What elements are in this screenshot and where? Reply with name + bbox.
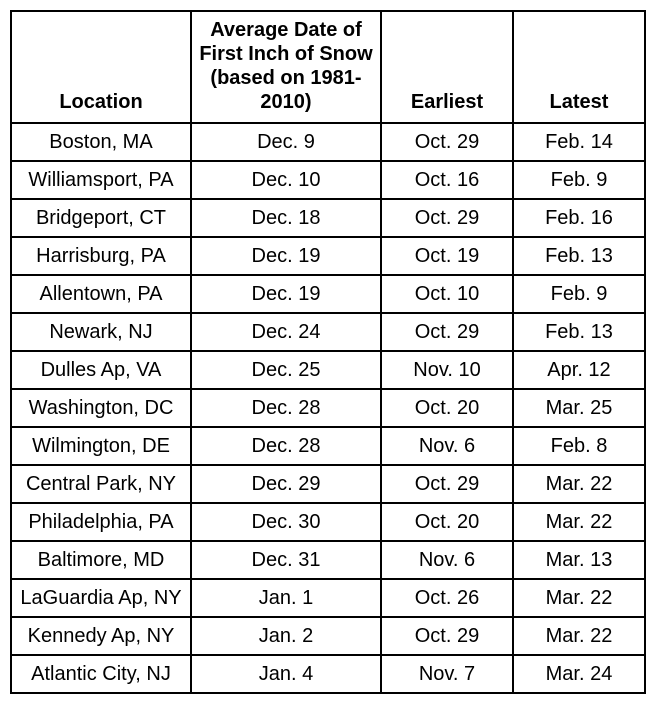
- table-row: Wilmington, DEDec. 28Nov. 6Feb. 8: [11, 427, 645, 465]
- table-row: Philadelphia, PADec. 30Oct. 20Mar. 22: [11, 503, 645, 541]
- table-cell: Philadelphia, PA: [11, 503, 191, 541]
- table-cell: Allentown, PA: [11, 275, 191, 313]
- table-cell: Dulles Ap, VA: [11, 351, 191, 389]
- table-header-row: Location Average Date of First Inch of S…: [11, 11, 645, 123]
- table-cell: Oct. 10: [381, 275, 513, 313]
- table-cell: Mar. 22: [513, 617, 645, 655]
- table-cell: Oct. 29: [381, 313, 513, 351]
- col-header-earliest: Earliest: [381, 11, 513, 123]
- table-cell: Dec. 19: [191, 237, 381, 275]
- table-cell: Jan. 1: [191, 579, 381, 617]
- table-cell: Dec. 28: [191, 389, 381, 427]
- table-cell: Oct. 26: [381, 579, 513, 617]
- table-cell: Mar. 22: [513, 465, 645, 503]
- table-cell: Oct. 29: [381, 617, 513, 655]
- table-cell: Feb. 9: [513, 275, 645, 313]
- table-cell: Dec. 9: [191, 123, 381, 161]
- table-row: Harrisburg, PADec. 19Oct. 19Feb. 13: [11, 237, 645, 275]
- table-cell: Mar. 22: [513, 503, 645, 541]
- table-row: Baltimore, MDDec. 31Nov. 6Mar. 13: [11, 541, 645, 579]
- table-row: Dulles Ap, VADec. 25Nov. 10Apr. 12: [11, 351, 645, 389]
- table-cell: Dec. 18: [191, 199, 381, 237]
- table-cell: Washington, DC: [11, 389, 191, 427]
- table-cell: Oct. 29: [381, 199, 513, 237]
- table-cell: Kennedy Ap, NY: [11, 617, 191, 655]
- snow-dates-table: Location Average Date of First Inch of S…: [10, 10, 646, 694]
- table-row: Central Park, NYDec. 29Oct. 29Mar. 22: [11, 465, 645, 503]
- table-cell: Feb. 13: [513, 237, 645, 275]
- table-cell: Dec. 28: [191, 427, 381, 465]
- table-row: Williamsport, PADec. 10Oct. 16Feb. 9: [11, 161, 645, 199]
- table-cell: Mar. 22: [513, 579, 645, 617]
- table-cell: Dec. 10: [191, 161, 381, 199]
- table-cell: Feb. 16: [513, 199, 645, 237]
- table-cell: Nov. 6: [381, 541, 513, 579]
- table-row: Atlantic City, NJJan. 4Nov. 7Mar. 24: [11, 655, 645, 693]
- table-cell: Dec. 19: [191, 275, 381, 313]
- table-row: Newark, NJDec. 24Oct. 29Feb. 13: [11, 313, 645, 351]
- table-cell: Harrisburg, PA: [11, 237, 191, 275]
- table-cell: Oct. 29: [381, 465, 513, 503]
- table-cell: Feb. 14: [513, 123, 645, 161]
- table-cell: Dec. 31: [191, 541, 381, 579]
- table-cell: Boston, MA: [11, 123, 191, 161]
- table-cell: Bridgeport, CT: [11, 199, 191, 237]
- table-cell: Feb. 13: [513, 313, 645, 351]
- table-cell: Feb. 9: [513, 161, 645, 199]
- table-row: Washington, DCDec. 28Oct. 20Mar. 25: [11, 389, 645, 427]
- table-cell: Jan. 2: [191, 617, 381, 655]
- table-cell: Jan. 4: [191, 655, 381, 693]
- table-cell: Atlantic City, NJ: [11, 655, 191, 693]
- col-header-location: Location: [11, 11, 191, 123]
- table-cell: Oct. 16: [381, 161, 513, 199]
- table-cell: Mar. 25: [513, 389, 645, 427]
- table-cell: Oct. 19: [381, 237, 513, 275]
- table-row: LaGuardia Ap, NYJan. 1Oct. 26Mar. 22: [11, 579, 645, 617]
- table-cell: Baltimore, MD: [11, 541, 191, 579]
- table-cell: Mar. 24: [513, 655, 645, 693]
- col-header-average: Average Date of First Inch of Snow (base…: [191, 11, 381, 123]
- table-body: Boston, MADec. 9Oct. 29Feb. 14Williamspo…: [11, 123, 645, 693]
- table-cell: Oct. 29: [381, 123, 513, 161]
- table-row: Bridgeport, CTDec. 18Oct. 29Feb. 16: [11, 199, 645, 237]
- table-cell: Apr. 12: [513, 351, 645, 389]
- table-cell: Williamsport, PA: [11, 161, 191, 199]
- col-header-latest: Latest: [513, 11, 645, 123]
- table-cell: Dec. 30: [191, 503, 381, 541]
- table-cell: Oct. 20: [381, 389, 513, 427]
- table-row: Allentown, PADec. 19Oct. 10Feb. 9: [11, 275, 645, 313]
- table-cell: Central Park, NY: [11, 465, 191, 503]
- table-cell: Dec. 29: [191, 465, 381, 503]
- table-cell: Dec. 25: [191, 351, 381, 389]
- table-cell: LaGuardia Ap, NY: [11, 579, 191, 617]
- table-cell: Newark, NJ: [11, 313, 191, 351]
- table-cell: Oct. 20: [381, 503, 513, 541]
- table-cell: Dec. 24: [191, 313, 381, 351]
- table-row: Boston, MADec. 9Oct. 29Feb. 14: [11, 123, 645, 161]
- table-cell: Feb. 8: [513, 427, 645, 465]
- table-cell: Nov. 7: [381, 655, 513, 693]
- table-cell: Nov. 6: [381, 427, 513, 465]
- table-cell: Nov. 10: [381, 351, 513, 389]
- table-row: Kennedy Ap, NYJan. 2Oct. 29Mar. 22: [11, 617, 645, 655]
- table-cell: Wilmington, DE: [11, 427, 191, 465]
- table-cell: Mar. 13: [513, 541, 645, 579]
